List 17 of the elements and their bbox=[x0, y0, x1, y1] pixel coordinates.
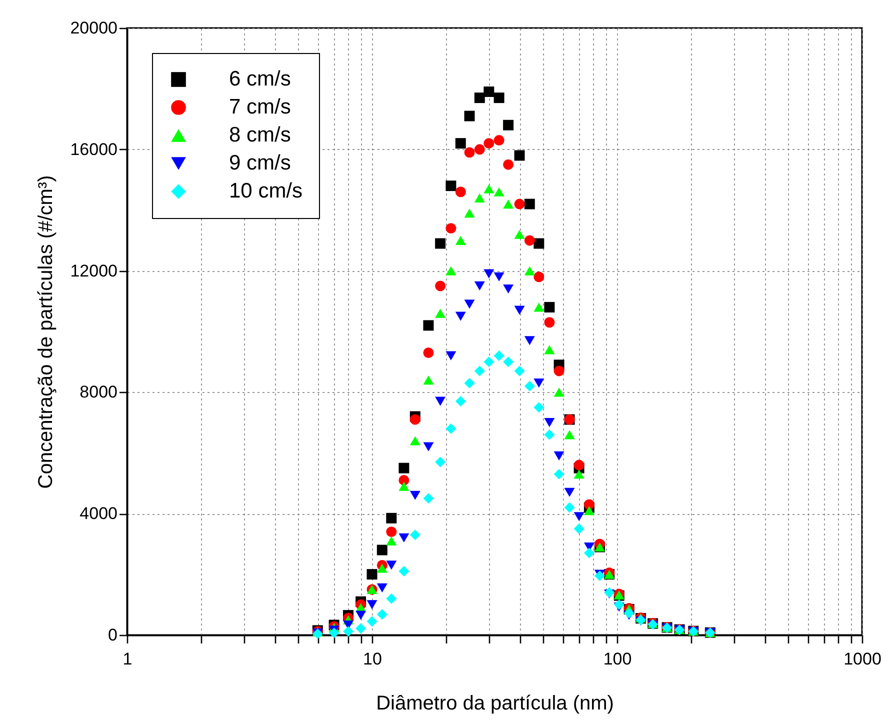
y-tick-label: 12000 bbox=[70, 261, 118, 280]
y-tick-label: 16000 bbox=[70, 140, 118, 159]
legend-label: 7 cm/s bbox=[229, 96, 291, 118]
y-tick-label: 8000 bbox=[80, 382, 118, 402]
y-tick-label: 4000 bbox=[80, 504, 118, 524]
x-tick-label: 100 bbox=[603, 650, 632, 668]
x-tick-label: 1 bbox=[122, 650, 132, 668]
legend-label: 9 cm/s bbox=[229, 152, 291, 174]
x-tick-label: 10 bbox=[363, 650, 382, 668]
y-tick-label: 0 bbox=[108, 626, 118, 644]
legend-label: 8 cm/s bbox=[229, 124, 291, 146]
y-tick-label: 20000 bbox=[70, 18, 118, 38]
y-axis-title: Concentração de partículas (#/cm³) bbox=[35, 175, 58, 489]
legend-label: 6 cm/s bbox=[229, 68, 291, 90]
x-tick-label: 1000 bbox=[844, 650, 882, 668]
legend-label: 10 cm/s bbox=[229, 180, 303, 202]
x-axis-title: Diâmetro da partícula (nm) bbox=[376, 692, 614, 714]
